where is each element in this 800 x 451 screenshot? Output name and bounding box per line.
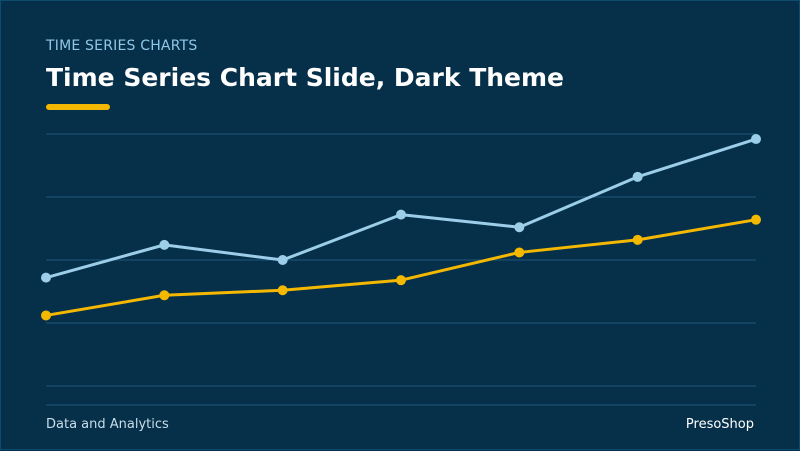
slide-title: Time Series Chart Slide, Dark Theme xyxy=(46,63,565,92)
data-point xyxy=(751,134,761,145)
data-point xyxy=(396,275,406,286)
title-accent-bar xyxy=(46,104,110,110)
data-point xyxy=(514,247,525,258)
series-1 xyxy=(41,134,761,283)
slide-eyebrow: TIME SERIES CHARTS xyxy=(46,38,198,54)
chart-gridlines xyxy=(46,133,756,406)
footer-brand: PresoShop xyxy=(685,417,754,432)
chart-series xyxy=(41,134,761,321)
data-point xyxy=(632,234,643,245)
data-point xyxy=(41,272,51,283)
series-line xyxy=(45,137,757,280)
data-point xyxy=(41,310,51,321)
data-point xyxy=(396,209,406,220)
data-point xyxy=(159,239,170,250)
footer-category: Data and Analytics xyxy=(46,417,169,432)
data-point xyxy=(632,171,643,182)
series-2 xyxy=(41,214,761,321)
data-point xyxy=(277,285,288,296)
data-point xyxy=(159,290,170,301)
series-line xyxy=(45,218,757,317)
data-point xyxy=(277,255,288,265)
data-point xyxy=(751,214,761,225)
data-point xyxy=(514,222,525,233)
